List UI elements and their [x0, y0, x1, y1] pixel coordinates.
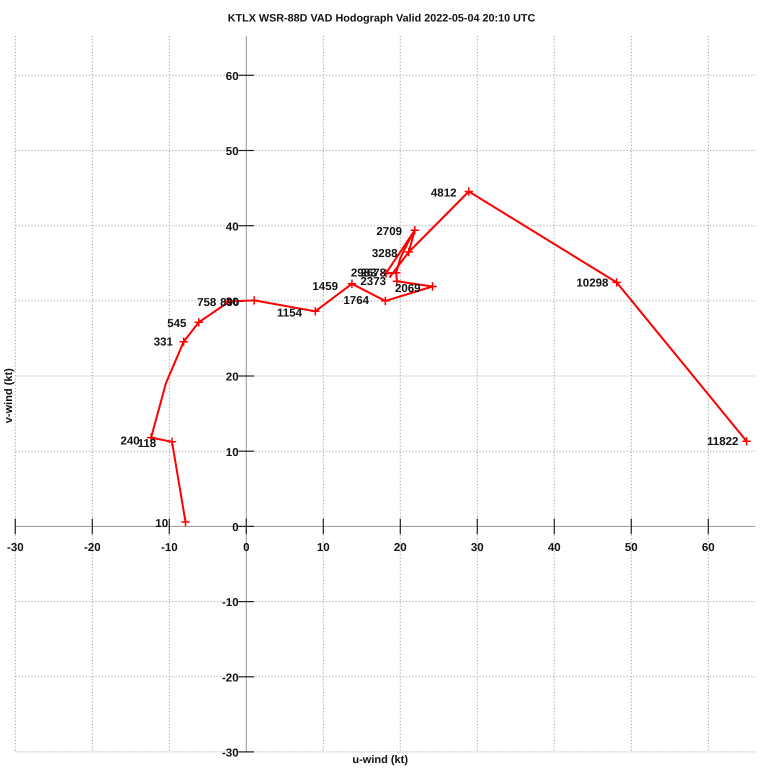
svg-text:10: 10: [226, 447, 239, 459]
svg-text:10: 10: [317, 542, 330, 554]
svg-text:50: 50: [625, 542, 638, 554]
svg-text:30: 30: [471, 542, 484, 554]
svg-text:60: 60: [226, 71, 239, 83]
svg-text:2983: 2983: [351, 268, 377, 280]
svg-text:11822: 11822: [707, 436, 738, 448]
svg-text:50: 50: [226, 146, 239, 158]
svg-text:545: 545: [167, 318, 187, 330]
svg-text:20: 20: [394, 542, 407, 554]
svg-text:v-wind (kt): v-wind (kt): [3, 368, 15, 423]
svg-text:-20: -20: [222, 672, 239, 684]
svg-text:-30: -30: [7, 542, 24, 554]
svg-text:0: 0: [232, 522, 238, 534]
svg-text:2709: 2709: [376, 226, 402, 238]
svg-text:1459: 1459: [312, 281, 338, 293]
svg-text:40: 40: [548, 542, 561, 554]
svg-text:3288: 3288: [372, 248, 398, 260]
svg-text:-10: -10: [161, 542, 178, 554]
svg-text:2069: 2069: [395, 283, 421, 295]
svg-text:331: 331: [154, 337, 174, 349]
svg-text:10298: 10298: [576, 278, 609, 290]
svg-text:4812: 4812: [431, 187, 457, 199]
svg-text:40: 40: [226, 221, 239, 233]
svg-text:240: 240: [121, 435, 140, 447]
svg-text:-10: -10: [222, 597, 239, 609]
svg-text:20: 20: [226, 372, 239, 384]
svg-text:890: 890: [220, 297, 239, 309]
svg-text:-30: -30: [222, 748, 239, 760]
svg-text:u-wind (kt): u-wind (kt): [352, 754, 408, 766]
svg-text:2678: 2678: [360, 268, 386, 280]
svg-text:758: 758: [197, 297, 217, 309]
svg-text:60: 60: [702, 542, 715, 554]
svg-text:2373: 2373: [360, 276, 386, 288]
svg-text:0: 0: [243, 542, 249, 554]
svg-text:10: 10: [155, 518, 168, 530]
svg-text:KTLX WSR-88D VAD Hodograph Val: KTLX WSR-88D VAD Hodograph Valid 2022-05…: [228, 13, 536, 25]
svg-text:-20: -20: [84, 542, 101, 554]
svg-text:1154: 1154: [277, 307, 303, 319]
svg-text:1764: 1764: [343, 295, 369, 307]
svg-text:118: 118: [138, 438, 157, 450]
